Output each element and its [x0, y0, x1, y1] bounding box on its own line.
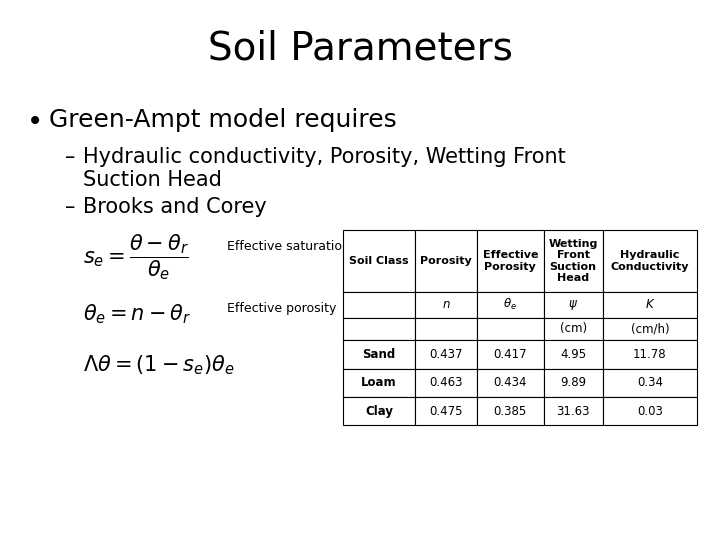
Text: •: • [27, 108, 44, 136]
Text: –: – [65, 147, 75, 167]
Text: Suction Head: Suction Head [83, 170, 222, 190]
Text: Brooks and Corey: Brooks and Corey [83, 197, 266, 217]
Text: Green-Ampt model requires: Green-Ampt model requires [49, 108, 397, 132]
Text: $\Lambda\theta = (1 - s_e)\theta_e$: $\Lambda\theta = (1 - s_e)\theta_e$ [83, 354, 234, 377]
Text: $s_e = \dfrac{\theta - \theta_r}{\theta_e}$: $s_e = \dfrac{\theta - \theta_r}{\theta_… [83, 232, 189, 282]
Text: Effective porosity: Effective porosity [227, 302, 336, 315]
Text: Soil Parameters: Soil Parameters [207, 30, 513, 68]
Text: $\theta_e = n - \theta_r$: $\theta_e = n - \theta_r$ [83, 302, 192, 326]
Text: –: – [65, 197, 75, 217]
Text: Hydraulic conductivity, Porosity, Wetting Front: Hydraulic conductivity, Porosity, Wettin… [83, 147, 565, 167]
Text: Effective saturation: Effective saturation [227, 240, 350, 253]
